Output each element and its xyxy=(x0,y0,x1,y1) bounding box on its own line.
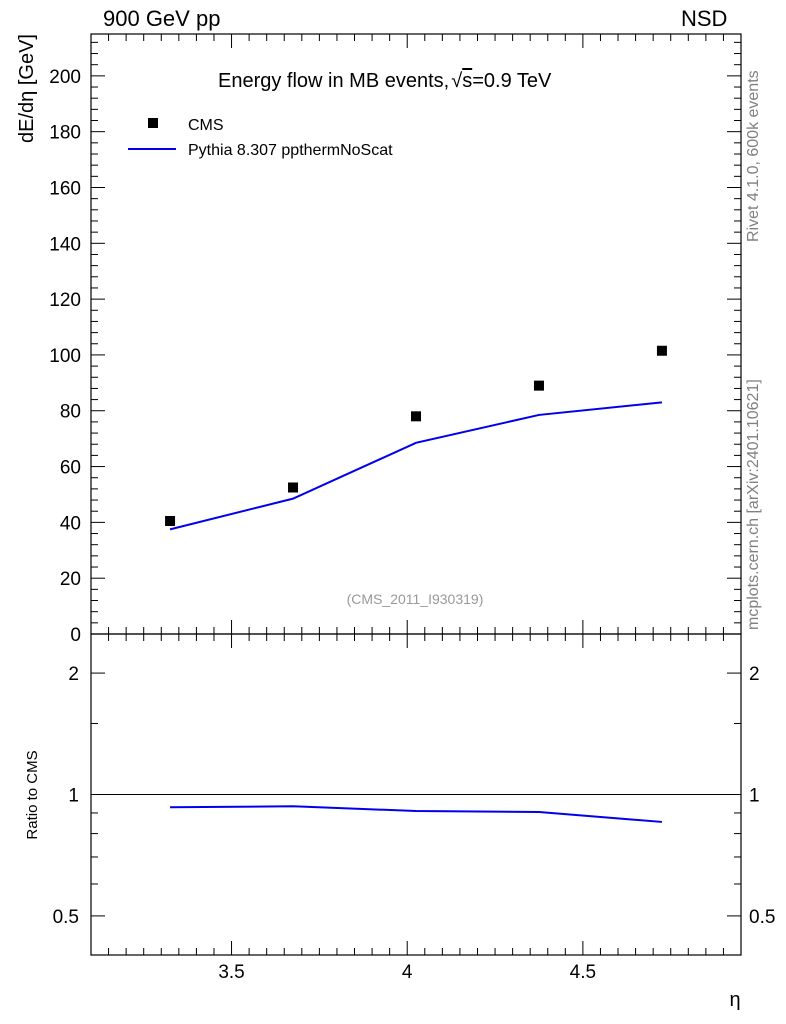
y-tick-label: 140 xyxy=(49,234,81,255)
legend-label-pythia: Pythia 8.307 ppthermNoScat xyxy=(188,142,393,159)
ratio-series-line xyxy=(170,805,663,823)
y-tick-label: 60 xyxy=(60,458,81,479)
y-tick-label: 20 xyxy=(60,569,81,590)
header-right: NSD xyxy=(681,6,728,31)
mc-series-line xyxy=(169,401,663,531)
legend-marker-cms xyxy=(148,118,158,128)
y-tick-label: 100 xyxy=(49,346,81,367)
sqrt-sign: √ xyxy=(451,70,462,92)
y-tick-label: 160 xyxy=(49,178,81,199)
data-point-cms xyxy=(411,411,421,422)
data-point-cms xyxy=(288,482,299,493)
x-axis-label: η xyxy=(729,989,740,1011)
ratio-y-tick-label-right: 0.5 xyxy=(749,907,775,928)
x-tick-label: 4 xyxy=(402,962,413,983)
y-tick-label: 120 xyxy=(49,290,81,311)
watermark: (CMS_2011_I930319) xyxy=(347,591,484,607)
x-tick-label: 3.5 xyxy=(218,962,244,983)
data-point-cms xyxy=(656,345,667,356)
ratio-y-tick-label: 2 xyxy=(68,664,79,685)
chart-title: Energy flow in MB events, √s=0.9 TeV xyxy=(218,70,552,92)
data-point-cms xyxy=(533,380,544,391)
data-point-cms xyxy=(165,515,176,526)
y-axis-label-top: dE/dη [GeV] xyxy=(16,34,38,143)
legend: CMS Pythia 8.307 ppthermNoScat xyxy=(128,117,393,159)
ratio-y-tick-label-right: 1 xyxy=(749,786,760,807)
header-left: 900 GeV pp xyxy=(103,6,221,31)
y-tick-label: 80 xyxy=(60,402,81,423)
x-tick-label: 4.5 xyxy=(570,962,596,983)
y-tick-label: 180 xyxy=(49,123,81,144)
ratio-y-tick-label: 0.5 xyxy=(53,907,79,928)
legend-label-cms: CMS xyxy=(188,117,224,134)
ratio-y-tick-label-right: 2 xyxy=(749,664,760,685)
y-tick-label: 0 xyxy=(70,625,81,646)
y-tick-label: 200 xyxy=(49,67,81,88)
y-tick-label: 40 xyxy=(60,513,81,534)
sqrt-s-symbol: s xyxy=(462,70,472,92)
ratio-y-tick-label: 1 xyxy=(68,786,79,807)
y-axis-label-ratio: Ratio to CMS xyxy=(24,750,41,839)
